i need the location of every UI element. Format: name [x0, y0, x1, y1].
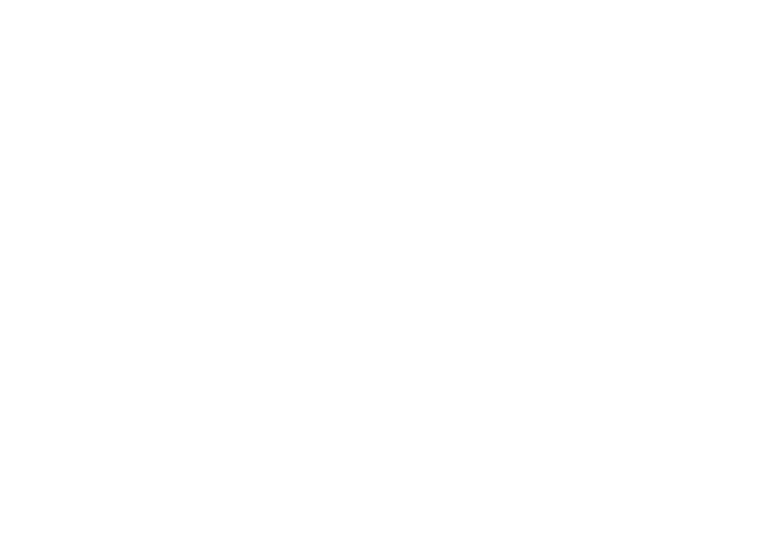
Bar	[74, 248, 94, 289]
Text: e$_j$: e$_j$	[122, 357, 130, 367]
Bar	[148, 200, 304, 218]
Text: Copyright: D.Xiang 2003: Copyright: D.Xiang 2003	[448, 435, 606, 448]
Bar	[148, 275, 304, 293]
Text: C: C	[320, 203, 326, 211]
Bar	[151, 151, 170, 169]
Text: POs: POs	[362, 170, 379, 178]
Text: PS: PS	[126, 139, 137, 147]
Text: e$_1$: e$_1$	[54, 357, 63, 367]
Text: I: I	[358, 248, 361, 256]
Text: PS – Phase shifter: PS – Phase shifter	[464, 132, 646, 150]
Text: weighted scan enable  signals: weighted scan enable signals	[160, 352, 275, 359]
Text: Compactor - EXORs: Compactor - EXORs	[464, 397, 659, 415]
Bar	[168, 113, 335, 197]
Text: SC$_j$: SC$_j$	[218, 278, 235, 291]
Text: Scan-Trees: Scan-Trees	[464, 238, 572, 256]
Text: Combinational  Circuit: Combinational Circuit	[196, 151, 307, 160]
Text: O: O	[320, 301, 326, 309]
Text: Figure 1:   Scan-based BIST for n-detection with
weighted scan-enable signals an: Figure 1: Scan-based BIST for n-detectio…	[35, 432, 258, 451]
Text: e$_i$: e$_i$	[109, 357, 117, 367]
Text: T: T	[321, 287, 325, 295]
Text: P: P	[54, 159, 59, 168]
Bar	[47, 119, 66, 208]
Bar	[23, 119, 43, 208]
Text: R: R	[356, 294, 363, 302]
Circle shape	[658, 505, 707, 540]
Bar	[308, 197, 338, 338]
Text: A: A	[320, 259, 326, 267]
Text: M: M	[319, 231, 327, 239]
Text: from scan flip
–flop groups: from scan flip –flop groups	[123, 204, 176, 221]
Text: −p: −p	[126, 176, 138, 184]
Text: M: M	[127, 156, 136, 164]
Text: O: O	[320, 217, 326, 225]
Text: e$_k$: e$_k$	[134, 357, 144, 367]
Text: test: test	[176, 96, 191, 104]
Bar	[148, 238, 304, 255]
Bar	[148, 313, 304, 331]
Text: Scan-Based BIST Architecture: Scan-Based BIST Architecture	[129, 30, 651, 62]
Text: Scan-Segments (SC): Scan-Segments (SC)	[464, 291, 670, 309]
Text: S: S	[357, 271, 362, 279]
Text: P: P	[321, 245, 325, 253]
Text: Scan-Forest: Scan-Forest	[464, 185, 584, 203]
Text: M: M	[356, 226, 363, 234]
Text: M: M	[156, 156, 165, 164]
Text: SC$_1$: SC$_1$	[217, 202, 236, 215]
Text: Weighted scan-
enables for SS: Weighted scan- enables for SS	[464, 344, 621, 383]
Text: SC$_k$: SC$_k$	[217, 316, 236, 328]
Text: S: S	[81, 264, 87, 273]
Text: R: R	[320, 315, 326, 323]
Text: SC$_i$: SC$_i$	[218, 240, 235, 253]
Text: Technical University Tallinn, ESTONIA: Technical University Tallinn, ESTONIA	[356, 519, 580, 528]
Text: I
R
T
G: I R T G	[30, 143, 37, 184]
Bar	[117, 150, 147, 170]
Text: C: C	[320, 273, 326, 281]
Bar	[345, 216, 374, 316]
